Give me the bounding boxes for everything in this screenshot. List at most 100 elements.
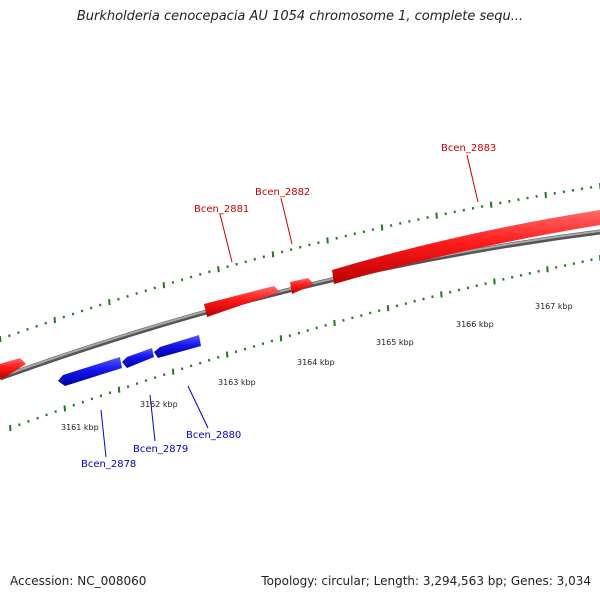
gene-label[interactable]: Bcen_2881 — [194, 204, 249, 215]
tick-mark — [198, 361, 202, 365]
tick-mark — [308, 243, 311, 247]
tick-mark — [299, 245, 302, 249]
tick-mark — [217, 266, 220, 273]
tick-mark — [555, 265, 558, 269]
tick-mark — [360, 314, 363, 317]
tick-mark — [99, 303, 102, 307]
tick-mark — [417, 218, 420, 221]
tick-mark — [493, 278, 496, 285]
tick-mark — [27, 419, 30, 423]
forward-tick-row — [0, 183, 600, 343]
gene-bcen-2882[interactable] — [290, 278, 314, 294]
position-label: 3161 kbp — [61, 423, 99, 432]
tick-mark — [462, 208, 466, 212]
tick-mark — [262, 255, 266, 259]
tick-mark — [553, 191, 556, 195]
tick-mark — [572, 262, 576, 266]
tick-mark — [261, 342, 265, 346]
tick-mark — [63, 405, 66, 412]
tick-mark — [351, 316, 354, 320]
tick-mark — [72, 403, 75, 407]
tick-mark — [289, 248, 293, 252]
tick-mark — [399, 221, 402, 225]
reverse-tick-row — [9, 255, 600, 432]
tick-mark — [369, 311, 372, 315]
chromosome-backbone — [0, 229, 600, 381]
gene-bcen-2880[interactable] — [154, 335, 201, 358]
gene-label[interactable]: Bcen_2880 — [186, 430, 241, 441]
tick-mark — [36, 416, 39, 420]
tick-mark — [244, 260, 247, 264]
tick-mark — [234, 350, 238, 354]
tick-mark — [362, 230, 366, 234]
gene-bcen-2878[interactable] — [58, 357, 122, 386]
tick-mark — [480, 205, 484, 208]
tick-mark — [162, 282, 166, 289]
tick-mark — [153, 376, 157, 380]
tick-mark — [342, 318, 345, 322]
tick-mark — [44, 321, 47, 325]
tick-mark — [581, 260, 584, 264]
gene-bcen-2881[interactable] — [204, 286, 280, 317]
map-title: Burkholderia cenocepacia AU 1054 chromos… — [76, 9, 524, 24]
gene-forward-partial[interactable] — [0, 358, 26, 379]
tick-mark — [126, 385, 130, 389]
label-leaders — [100, 154, 479, 458]
gene-bcen-2883[interactable] — [332, 210, 600, 284]
tick-mark — [306, 329, 309, 332]
position-label: 3163 kbp — [218, 378, 256, 387]
tick-mark — [226, 265, 229, 269]
tick-mark — [135, 292, 138, 295]
tick-mark — [510, 275, 514, 279]
tick-mark — [207, 358, 211, 362]
tick-mark — [489, 201, 493, 208]
tick-mark — [431, 295, 434, 299]
tick-mark — [422, 297, 425, 301]
tick-mark — [537, 269, 540, 273]
tick-mark — [126, 294, 129, 298]
tick-mark — [9, 424, 12, 432]
position-label: 3165 kbp — [376, 338, 414, 347]
tick-mark — [271, 251, 275, 258]
tick-mark — [243, 347, 247, 351]
gene-label[interactable]: Bcen_2879 — [133, 444, 188, 455]
tick-mark — [117, 297, 120, 301]
tick-mark — [80, 309, 84, 313]
gene-label[interactable]: Bcen_2882 — [255, 187, 310, 198]
tick-mark — [162, 373, 166, 377]
gene-bcen-2879[interactable] — [122, 348, 154, 368]
tick-mark — [563, 264, 567, 267]
tick-mark — [408, 219, 411, 223]
tick-mark — [144, 289, 147, 293]
tick-mark — [353, 232, 356, 236]
tick-mark — [453, 210, 456, 214]
tick-mark — [216, 355, 220, 359]
gene-label[interactable]: Bcen_2878 — [81, 459, 136, 470]
tick-mark — [45, 413, 48, 417]
tick-mark — [62, 315, 66, 319]
tick-mark — [528, 271, 532, 275]
gene-label[interactable]: Bcen_2883 — [441, 143, 496, 154]
tick-mark — [297, 331, 301, 335]
tick-mark — [326, 237, 329, 244]
tick-mark — [440, 291, 443, 298]
tick-mark — [253, 257, 256, 261]
tick-mark — [135, 382, 139, 386]
position-label: 3164 kbp — [297, 358, 335, 367]
tick-mark — [26, 327, 29, 331]
tick-mark — [235, 262, 238, 266]
tick-mark — [8, 334, 11, 338]
tick-mark — [189, 364, 193, 368]
tick-mark — [0, 335, 2, 343]
tick-mark — [208, 270, 211, 274]
tick-mark — [89, 306, 93, 310]
tick-mark — [544, 191, 547, 198]
tick-mark — [315, 326, 318, 330]
tick-mark — [444, 212, 447, 216]
tick-mark — [404, 302, 408, 306]
position-label: 3162 kbp — [140, 400, 178, 409]
tick-mark — [99, 394, 103, 398]
tick-mark — [389, 224, 393, 227]
tick-mark — [18, 423, 21, 427]
